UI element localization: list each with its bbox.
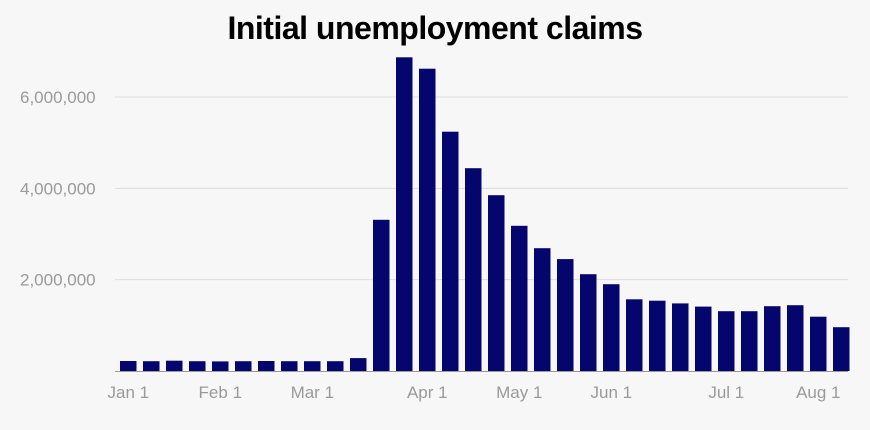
bar [649, 300, 666, 371]
bar [603, 284, 620, 371]
bar [327, 361, 344, 371]
bar [557, 259, 574, 371]
bar [787, 305, 804, 371]
y-tick-label: 4,000,000 [20, 179, 96, 198]
bar [143, 361, 160, 371]
bar [695, 306, 712, 371]
bar [396, 57, 413, 372]
bar [488, 195, 505, 371]
x-tick-label: Feb 1 [199, 383, 242, 402]
bar [442, 131, 459, 371]
bar [350, 358, 367, 371]
y-tick-label: 2,000,000 [20, 271, 96, 290]
x-tick-label: Mar 1 [291, 383, 334, 402]
bar [419, 68, 436, 371]
x-tick-label: Aug 1 [796, 383, 840, 402]
x-tick-label: Jul 1 [708, 383, 744, 402]
bar [580, 274, 597, 371]
bar [235, 361, 252, 371]
x-tick-label: Apr 1 [407, 383, 448, 402]
bar [304, 361, 321, 371]
x-tick-label: Jan 1 [108, 383, 150, 402]
bar [465, 168, 482, 371]
x-tick-label: Jun 1 [591, 383, 633, 402]
bar [166, 360, 183, 371]
bar [833, 327, 850, 371]
bar [534, 248, 551, 371]
bar [120, 361, 137, 371]
bar [281, 361, 298, 371]
bar [718, 311, 735, 371]
bar [626, 299, 643, 371]
bar [258, 361, 275, 371]
bar [764, 306, 781, 371]
bar [373, 219, 390, 371]
x-tick-label: May 1 [496, 383, 542, 402]
bar [212, 361, 229, 371]
chart-title: Initial unemployment claims [227, 10, 643, 46]
bar [672, 303, 689, 371]
bar [810, 316, 827, 371]
bar [189, 361, 206, 371]
y-tick-label: 6,000,000 [20, 88, 96, 107]
bar [741, 311, 758, 371]
bar [511, 225, 528, 371]
